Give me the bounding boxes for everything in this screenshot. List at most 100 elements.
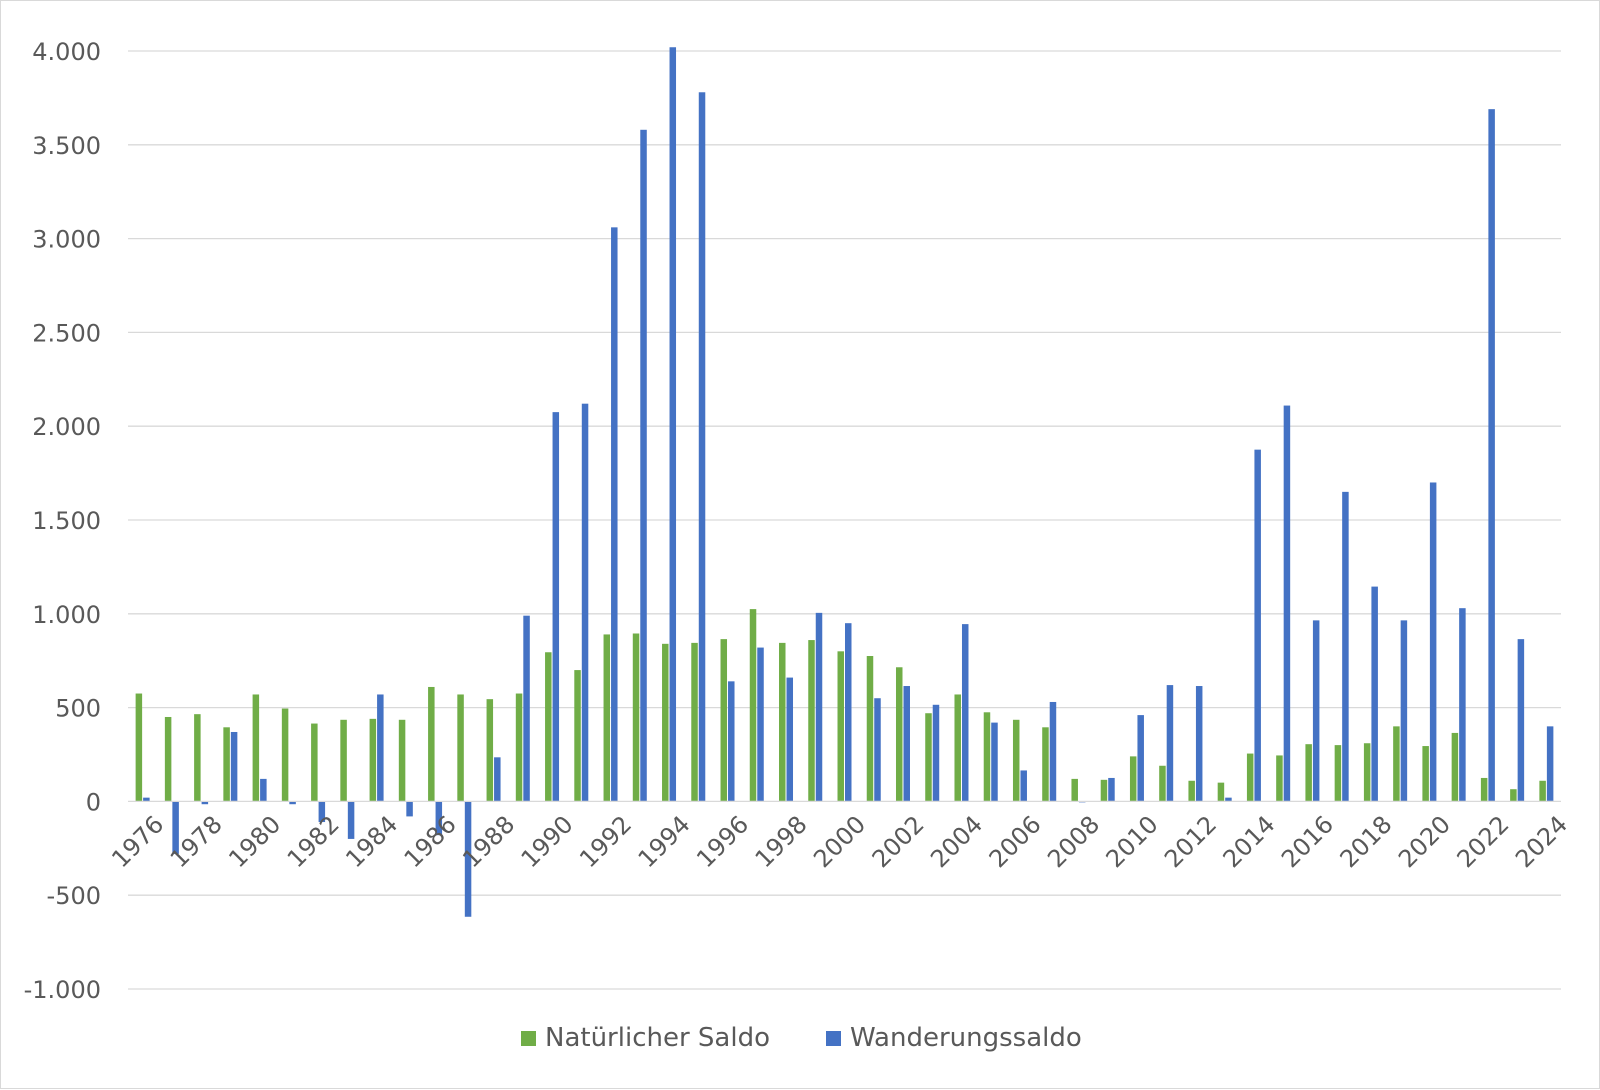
bar-wanderungssaldo-2016 — [1312, 620, 1320, 802]
bar-natuerlicher-saldo-1991 — [574, 670, 581, 802]
bar-wanderungssaldo-2012 — [1195, 686, 1203, 802]
bar-natuerlicher-saldo-2006 — [1012, 719, 1020, 802]
y-tick-label: 4.000 — [32, 38, 101, 66]
bar-wanderungssaldo-2010 — [1137, 715, 1144, 802]
x-tick-label: 1990 — [516, 810, 579, 873]
y-tick-label: 2.500 — [32, 319, 101, 347]
bar-natuerlicher-saldo-2013 — [1217, 782, 1225, 802]
bar-wanderungssaldo-1987 — [464, 801, 472, 917]
bar-natuerlicher-saldo-2023 — [1510, 789, 1517, 802]
bar-natuerlicher-saldo-1982 — [311, 723, 318, 802]
y-tick-label: 0 — [86, 788, 101, 816]
bar-wanderungssaldo-2019 — [1400, 620, 1408, 802]
bar-wanderungssaldo-1997 — [757, 647, 764, 802]
x-tick-label: 1994 — [633, 810, 696, 873]
x-tick-label: 2002 — [867, 810, 930, 873]
x-tick-label: 1982 — [282, 810, 345, 873]
bar-wanderungssaldo-2023 — [1517, 639, 1525, 802]
bar-natuerlicher-saldo-2021 — [1451, 732, 1459, 802]
bar-wanderungssaldo-2013 — [1225, 797, 1232, 802]
bar-natuerlicher-saldo-1999 — [808, 640, 815, 802]
bar-wanderungssaldo-1990 — [552, 412, 560, 802]
bar-natuerlicher-saldo-1985 — [398, 719, 406, 802]
bar-natuerlicher-saldo-1995 — [691, 642, 698, 802]
y-tick-label: 3.500 — [32, 132, 101, 160]
bar-wanderungssaldo-2002 — [903, 686, 910, 802]
y-tick-label: 500 — [55, 695, 101, 723]
x-tick-label: 2012 — [1159, 810, 1222, 873]
x-tick-label: 2006 — [984, 810, 1047, 873]
bar-natuerlicher-saldo-1990 — [545, 652, 552, 802]
y-tick-label: -1.000 — [24, 976, 101, 1004]
bar-natuerlicher-saldo-1978 — [194, 714, 201, 802]
bar-wanderungssaldo-2005 — [991, 722, 998, 802]
bar-natuerlicher-saldo-2009 — [1100, 779, 1108, 802]
bar-natuerlicher-saldo-2000 — [837, 651, 844, 802]
bar-wanderungssaldo-1985 — [406, 801, 413, 817]
x-tick-label: 1998 — [750, 810, 813, 873]
bar-natuerlicher-saldo-1997 — [749, 609, 757, 802]
gridlines — [128, 50, 1561, 990]
bar-wanderungssaldo-1979 — [230, 731, 238, 802]
bar-natuerlicher-saldo-1996 — [720, 639, 728, 802]
x-tick-label: 2018 — [1335, 810, 1398, 873]
bar-natuerlicher-saldo-2008 — [1071, 778, 1078, 802]
bar-wanderungssaldo-2017 — [1342, 491, 1349, 802]
bar-wanderungssaldo-1995 — [698, 92, 706, 802]
legend: Natürlicher Saldo Wanderungssaldo — [521, 1023, 1082, 1053]
bar-wanderungssaldo-1996 — [728, 681, 735, 802]
bar-natuerlicher-saldo-2020 — [1422, 746, 1429, 802]
bar-natuerlicher-saldo-1986 — [428, 686, 435, 802]
bar-wanderungssaldo-2011 — [1166, 685, 1174, 802]
bar-wanderungssaldo-2001 — [874, 698, 881, 802]
x-tick-label: 2004 — [925, 810, 988, 873]
y-tick-label: -500 — [47, 882, 101, 910]
bar-wanderungssaldo-2006 — [1020, 770, 1027, 802]
bar-wanderungssaldo-1983 — [347, 801, 355, 839]
bar-natuerlicher-saldo-1989 — [515, 693, 523, 802]
bar-natuerlicher-saldo-2017 — [1334, 745, 1342, 802]
bar-wanderungssaldo-2000 — [845, 623, 852, 802]
bar-wanderungssaldo-1992 — [611, 227, 618, 802]
bar-wanderungssaldo-2015 — [1283, 405, 1291, 802]
bar-wanderungssaldo-2022 — [1488, 109, 1495, 802]
bar-wanderungssaldo-2007 — [1049, 701, 1057, 802]
bar-natuerlicher-saldo-2001 — [866, 656, 874, 802]
bar-wanderungssaldo-2021 — [1459, 608, 1466, 802]
x-tick-label: 2014 — [1218, 810, 1281, 873]
bar-natuerlicher-saldo-1977 — [164, 716, 172, 802]
bar-wanderungssaldo-1976 — [143, 797, 150, 802]
bar-natuerlicher-saldo-2016 — [1305, 744, 1312, 802]
y-tick-label: 2.000 — [32, 413, 101, 441]
bar-natuerlicher-saldo-1993 — [632, 633, 640, 802]
x-tick-label: 1986 — [399, 810, 462, 873]
bar-wanderungssaldo-1999 — [815, 612, 823, 802]
bar-wanderungssaldo-2004 — [961, 624, 969, 802]
bar-natuerlicher-saldo-1994 — [662, 643, 669, 802]
legend-swatch-wanderungssaldo — [826, 1031, 841, 1046]
bar-natuerlicher-saldo-2019 — [1393, 726, 1400, 802]
bar-natuerlicher-saldo-2005 — [983, 712, 991, 802]
bar-wanderungssaldo-1984 — [377, 694, 384, 802]
y-tick-label: 1.000 — [32, 601, 101, 629]
x-tick-label: 1980 — [223, 810, 286, 873]
bar-natuerlicher-saldo-2022 — [1480, 777, 1488, 802]
bar-natuerlicher-saldo-1984 — [369, 718, 377, 802]
bar-wanderungssaldo-2003 — [932, 704, 940, 802]
bar-natuerlicher-saldo-2014 — [1246, 753, 1254, 802]
y-tick-label: 1.500 — [32, 507, 101, 535]
bar-wanderungssaldo-1977 — [172, 801, 179, 854]
bar-natuerlicher-saldo-2018 — [1363, 743, 1371, 802]
x-tick-label: 2024 — [1510, 810, 1573, 873]
bar-natuerlicher-saldo-1981 — [281, 708, 289, 802]
bar-wanderungssaldo-1980 — [260, 778, 267, 802]
bar-wanderungssaldo-2014 — [1254, 449, 1261, 802]
x-tick-label: 1976 — [106, 810, 169, 873]
legend-swatch-natuerlicher-saldo — [521, 1031, 536, 1046]
bar-wanderungssaldo-1989 — [523, 615, 530, 802]
bar-wanderungssaldo-1994 — [669, 47, 677, 802]
x-tick-label: 2010 — [1101, 810, 1164, 873]
bar-wanderungssaldo-2018 — [1371, 586, 1378, 802]
